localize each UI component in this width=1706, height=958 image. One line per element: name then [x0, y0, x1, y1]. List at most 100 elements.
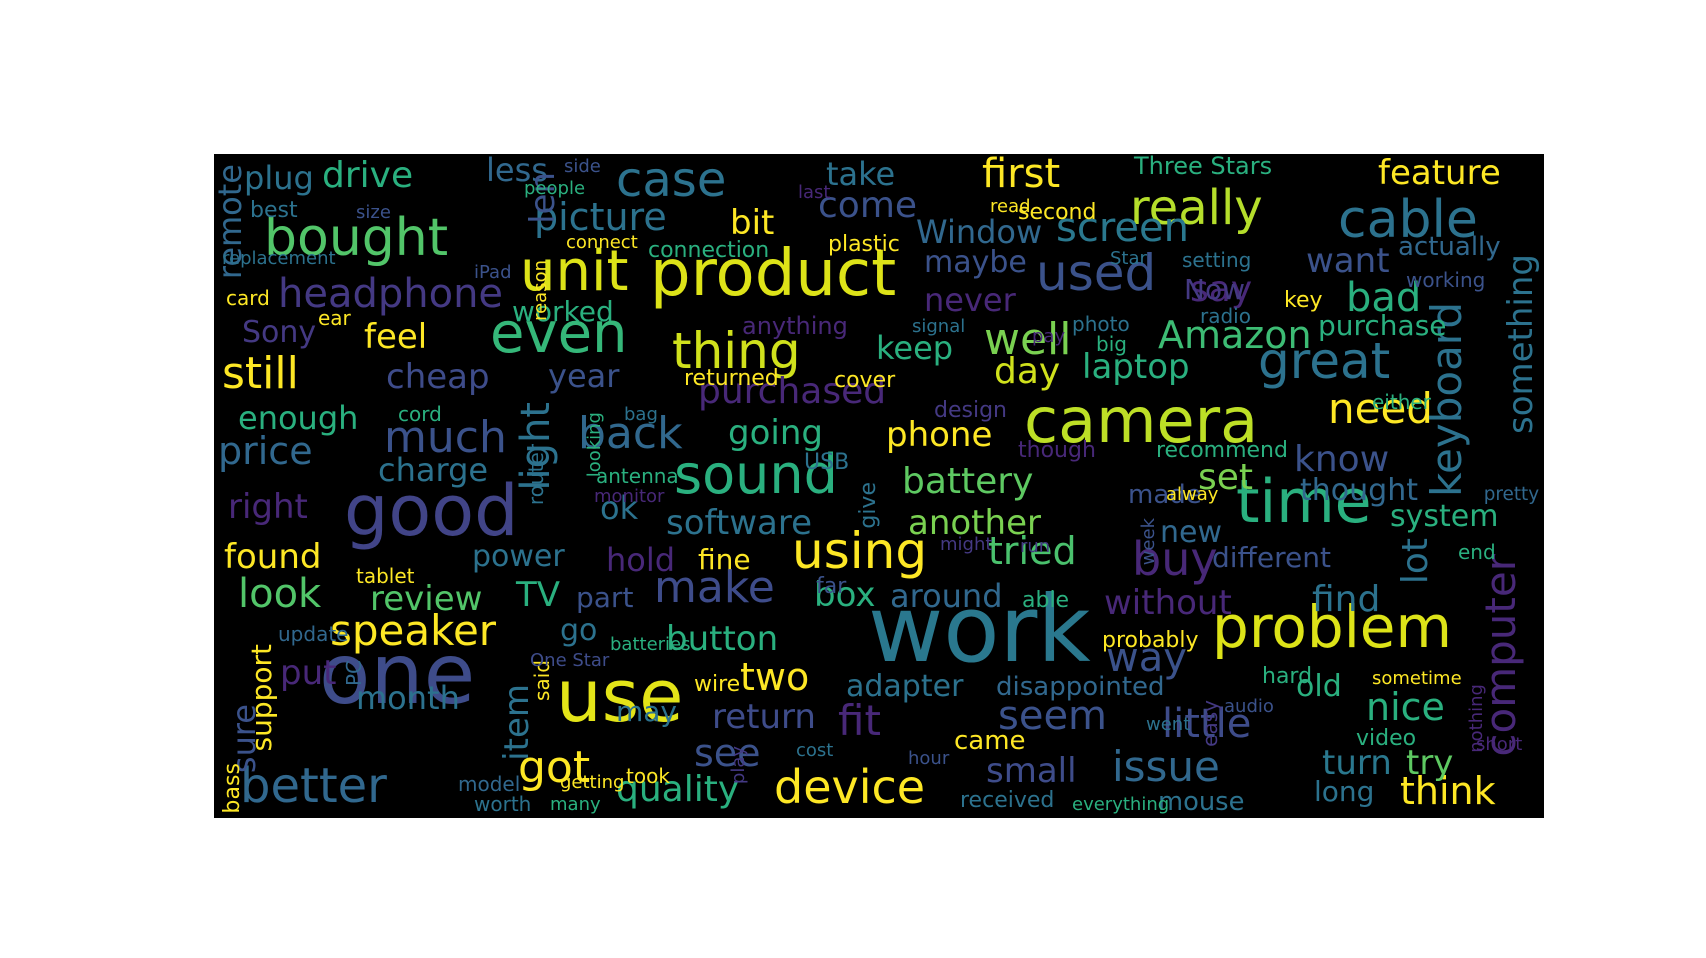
- word-another: another: [908, 503, 1041, 543]
- word-play: play: [728, 746, 749, 785]
- word-price: price: [218, 429, 313, 473]
- word-box: box: [814, 575, 876, 615]
- word-find: find: [1312, 579, 1381, 620]
- word-photo: photo: [1072, 312, 1130, 336]
- word-worth: worth: [474, 792, 532, 816]
- word-different: different: [1212, 541, 1331, 574]
- word-laptop: laptop: [1082, 347, 1190, 387]
- word-plastic: plastic: [828, 232, 900, 257]
- word-review: review: [370, 579, 483, 619]
- word-used: used: [1036, 244, 1157, 302]
- word-little: little: [1162, 701, 1252, 747]
- word-hard: hard: [1262, 664, 1313, 689]
- word-may: may: [616, 695, 678, 728]
- word-phone: phone: [886, 415, 993, 455]
- word-wire: wire: [694, 672, 741, 697]
- word-way: way: [1106, 635, 1187, 681]
- word-many: many: [550, 794, 601, 815]
- word-camera: camera: [1024, 384, 1259, 457]
- word-go: go: [560, 613, 598, 648]
- word-without: without: [1104, 583, 1232, 623]
- word-something: something: [1501, 254, 1541, 435]
- word-returned: returned: [684, 366, 779, 391]
- word-tv: TV: [516, 575, 561, 615]
- word-software: software: [666, 503, 813, 543]
- word-got: got: [518, 742, 591, 793]
- word-bit: bit: [730, 203, 775, 243]
- word-end: end: [1458, 540, 1496, 564]
- word-feature: feature: [1378, 154, 1501, 193]
- word-look: look: [238, 571, 322, 617]
- word-system: system: [1390, 499, 1499, 534]
- word-button: button: [666, 619, 779, 659]
- word-went: went: [1146, 714, 1191, 735]
- word-key: key: [1284, 288, 1323, 313]
- word-pretty: pretty: [1483, 484, 1540, 505]
- word-think: think: [1400, 769, 1496, 813]
- word-bad: bad: [1346, 275, 1422, 321]
- word-working: working: [1406, 268, 1486, 292]
- word-unit: unit: [520, 239, 629, 304]
- word-cloud: work one use product good camera problem…: [214, 154, 1544, 818]
- word-ok: ok: [600, 489, 639, 527]
- word-tablet: tablet: [356, 564, 415, 588]
- word-found: found: [224, 537, 322, 577]
- word-keep: keep: [876, 329, 954, 367]
- word-usb: USB: [804, 450, 850, 475]
- word-star: Star: [1110, 248, 1147, 269]
- word-design: design: [934, 398, 1007, 423]
- word-disappointed: disappointed: [996, 672, 1165, 702]
- word-around: around: [890, 577, 1003, 615]
- word-issue: issue: [1112, 742, 1220, 791]
- word-connect: connect: [566, 232, 638, 253]
- word-alway: alway: [1166, 484, 1219, 505]
- word-see: see: [694, 731, 761, 775]
- word-reason: reason: [530, 260, 551, 321]
- word-cheap: cheap: [386, 357, 490, 397]
- word-headphone: headphone: [278, 271, 504, 317]
- word-new: new: [1160, 515, 1223, 550]
- word-back: back: [578, 408, 683, 459]
- word-want: want: [1306, 241, 1390, 281]
- word-size: size: [356, 202, 391, 223]
- word-actually: actually: [1398, 232, 1501, 262]
- word-signal: signal: [912, 316, 966, 337]
- word-much: much: [384, 412, 507, 463]
- word-time: time: [1236, 467, 1372, 537]
- word-antenna: antenna: [596, 464, 679, 488]
- word-well: well: [984, 314, 1072, 365]
- word-hour: hour: [908, 748, 950, 769]
- word-three-stars: Three Stars: [1134, 154, 1273, 180]
- word-come: come: [818, 185, 918, 226]
- word-better: better: [240, 758, 387, 814]
- word-enough: enough: [238, 399, 359, 437]
- word-far: far: [816, 574, 847, 599]
- word-speaker: speaker: [330, 606, 497, 655]
- word-plug: plug: [244, 159, 314, 197]
- word-month: month: [356, 679, 460, 717]
- word-amazon: Amazon: [1158, 313, 1312, 357]
- word-cable: cable: [1338, 190, 1478, 250]
- word-make: make: [654, 562, 775, 613]
- word-everything: everything: [1072, 794, 1170, 815]
- word-item: item: [497, 684, 537, 761]
- word-first: first: [982, 154, 1061, 197]
- word-probably: probably: [1102, 628, 1199, 653]
- word-charge: charge: [378, 451, 489, 489]
- word-bought: bought: [264, 208, 449, 268]
- word-need: need: [1328, 384, 1433, 433]
- word-anything: anything: [742, 312, 848, 340]
- word-case: case: [616, 154, 727, 208]
- word-update: update: [278, 622, 349, 646]
- word-people: people: [524, 178, 586, 199]
- word-model: model: [458, 772, 521, 796]
- word-drive: drive: [322, 155, 414, 196]
- word-tried: tried: [988, 529, 1077, 573]
- word-ear: ear: [318, 306, 351, 330]
- word-purchased: purchased: [698, 371, 887, 412]
- word-short: short: [1476, 734, 1523, 755]
- word-sometime: sometime: [1372, 668, 1462, 689]
- word-know: know: [1294, 439, 1390, 480]
- word-batteries: batteries: [610, 634, 691, 655]
- word-good: good: [344, 470, 519, 552]
